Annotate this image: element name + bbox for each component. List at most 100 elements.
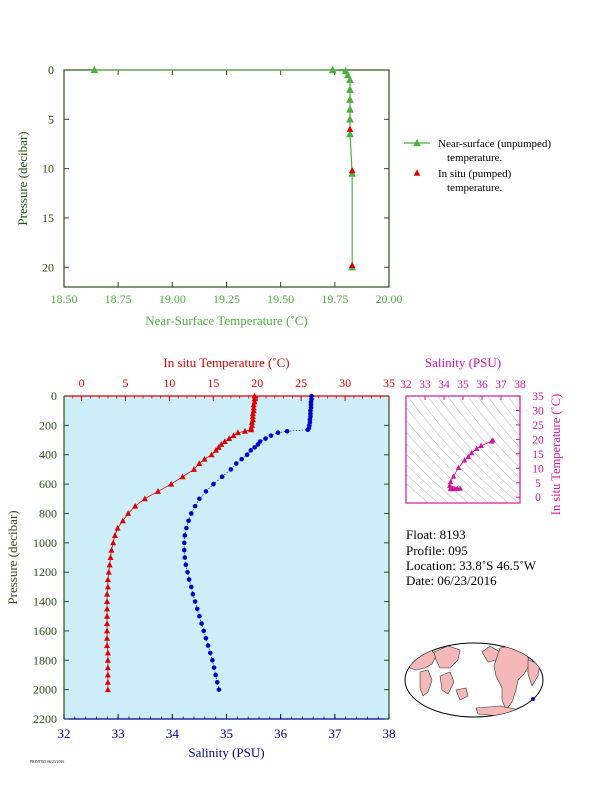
top-x-tick-label: 18.50 [51, 292, 78, 306]
salinity-profile-marker [181, 547, 187, 553]
top-y-tick-label: 20 [42, 260, 54, 274]
salinity-profile-marker [194, 606, 200, 612]
salinity-profile-marker [186, 518, 191, 524]
temperature-profile-marker [104, 598, 111, 605]
salinity-profile-marker [201, 628, 207, 634]
salinity-profile-marker [284, 428, 290, 434]
temperature-profile-marker [104, 583, 111, 590]
salinity-x-tick-label: 37 [328, 726, 342, 741]
salinity-profile-marker [188, 511, 194, 516]
temperature-profile-marker [108, 546, 115, 553]
ts-curve-marker [473, 445, 480, 451]
temperature-profile-marker [114, 524, 121, 531]
temperature-profile-marker [221, 438, 228, 444]
temperature-profile-marker [105, 568, 112, 575]
salinity-profile-marker [190, 591, 196, 597]
salinity-profile-marker [184, 525, 189, 531]
temperature-profile-marker [179, 473, 186, 480]
salinity-profile-marker [203, 635, 209, 641]
density-contour [427, 396, 520, 497]
land-mass [419, 669, 433, 697]
temperature-profile-marker [104, 686, 111, 693]
temperature-profile-marker [201, 455, 208, 462]
salinity-profile-marker [207, 650, 213, 656]
temperature-profile-marker [104, 649, 111, 656]
density-contour [407, 396, 509, 503]
density-contour [477, 396, 520, 449]
bottom-y-axis-label: Pressure (decibar) [5, 510, 20, 604]
near-surface-marker [90, 65, 99, 74]
temperature-profile-marker [104, 642, 111, 649]
temperature-profile-marker [215, 444, 222, 450]
density-contour [406, 463, 449, 503]
legend-near-surface-marker [413, 138, 421, 147]
temperature-profile-marker [241, 427, 248, 434]
salinity-profile-marker [211, 665, 217, 670]
density-contours [406, 396, 520, 503]
density-contour [406, 442, 469, 503]
near-surface-line [94, 69, 353, 268]
top-x-tick-label: 20.00 [376, 292, 403, 306]
in-situ-marker [346, 125, 354, 132]
salinity-profile-marker [275, 430, 281, 436]
bottom-y-tick-label: 200 [39, 418, 57, 432]
top-x-tick-label: 19.25 [213, 292, 240, 306]
salinity-profile-marker [219, 474, 225, 480]
density-contour [507, 396, 520, 413]
salinity-profile-marker [192, 503, 198, 509]
temperature-profile-marker [110, 539, 117, 546]
near-surface-marker [346, 85, 354, 93]
near-surface-marker [346, 95, 354, 103]
temperature-profile-marker [190, 466, 198, 472]
float-info-location: Location: 33.8˚S 46.5˚W [406, 558, 537, 573]
ts-curve-marker [450, 473, 457, 479]
top-legend: Near-surface (unpumped) temperature. In si… [404, 138, 551, 194]
temp-x-tick-label: 0 [79, 376, 85, 390]
ts-y-axis-label: In situ Temperature (˚C) [549, 394, 563, 515]
in-situ-marker [348, 261, 356, 268]
density-contour [406, 483, 429, 503]
density-contour [497, 396, 520, 426]
land-mass [455, 687, 469, 701]
near-surface-marker [346, 75, 354, 84]
bottom-y-tick-label: 400 [39, 448, 57, 462]
temperature-profile-marker [234, 429, 241, 436]
salinity-profile-marker [213, 672, 218, 678]
salinity-profile-marker [263, 436, 268, 441]
temperature-profile-marker [141, 495, 148, 502]
ts-y-tick-label: 30 [532, 405, 544, 417]
legend-near-surface-label: Near-surface (unpumped) [438, 138, 551, 150]
float-info-float: Float: 8193 [406, 527, 466, 542]
temperature-profile-marker [104, 590, 111, 597]
ts-y-tick-label: 5 [535, 478, 541, 490]
salinity-x-axis-label: Salinity (PSU) [188, 745, 264, 760]
ts-y-tick-label: 25 [532, 420, 544, 432]
density-contour [406, 473, 439, 503]
bottom-y-tick-label: 600 [39, 477, 57, 491]
temperature-profile-marker [168, 480, 175, 487]
top-x-tick-label: 18.75 [105, 292, 132, 306]
salinity-profile-marker [197, 496, 202, 502]
salinity-profile-marker [233, 461, 239, 466]
salinity-profile-marker [182, 555, 188, 560]
top-x-tick-label: 19.75 [321, 292, 348, 306]
temperature-profile-marker [230, 432, 237, 439]
top-y-tick-label: 15 [42, 211, 54, 225]
density-contour [406, 406, 499, 503]
ts-curve-marker [457, 485, 463, 491]
near-surface-marker [346, 115, 354, 123]
salinity-x-tick-label: 35 [220, 726, 233, 741]
temperature-profile-marker [208, 451, 215, 458]
temperature-profile-marker [104, 664, 111, 671]
temperature-profile-marker [104, 620, 111, 627]
salinity-x-tick-label: 36 [274, 726, 288, 741]
ts-curve-marker [468, 449, 475, 456]
density-contour [406, 431, 479, 503]
salinity-profile-marker [305, 427, 311, 433]
temperature-profile-marker [104, 576, 111, 582]
temp-x-tick-label: 15 [207, 376, 219, 390]
salinity-profile-marker [255, 442, 261, 447]
temp-x-tick-label: 20 [251, 376, 263, 390]
temp-x-tick-label: 35 [383, 376, 395, 390]
